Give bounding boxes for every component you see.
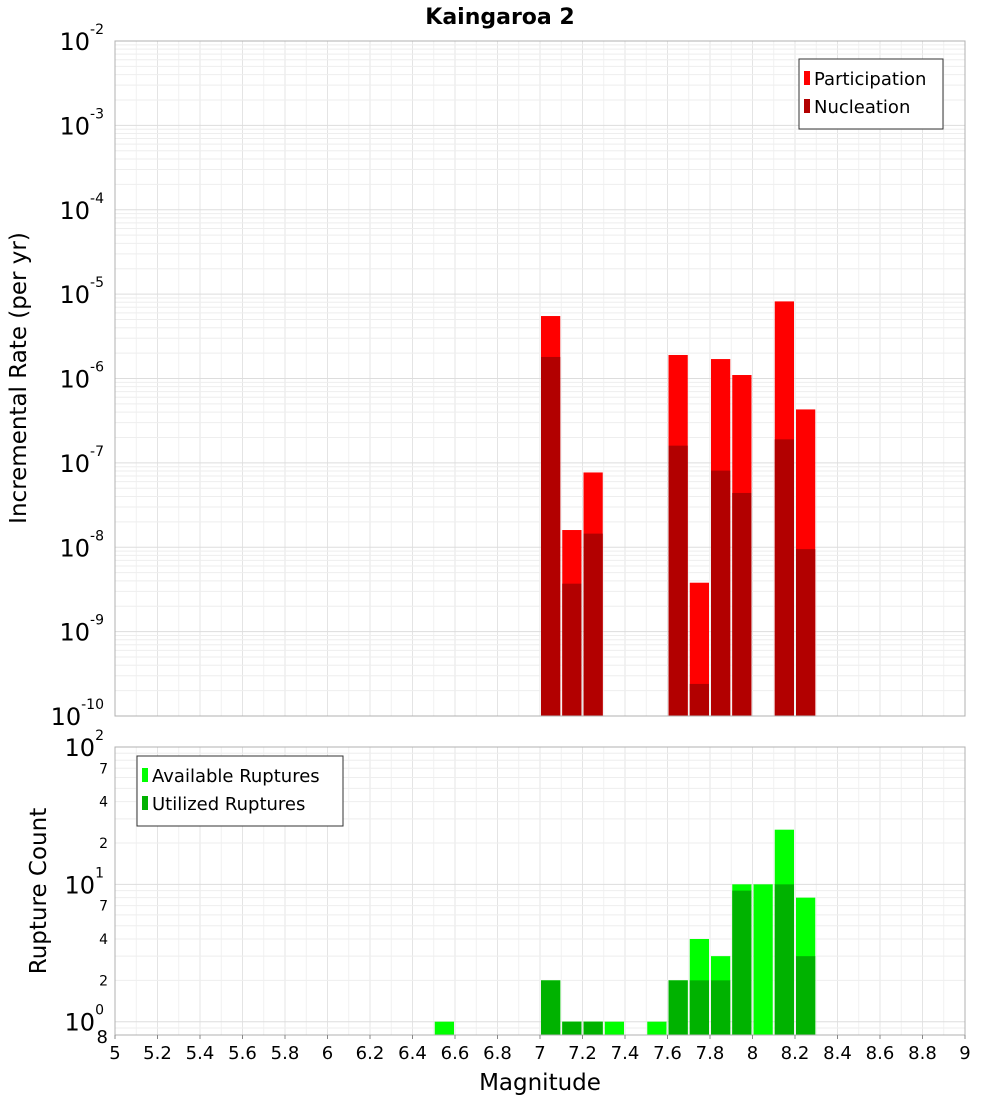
rate-bar-nucleation — [711, 470, 731, 716]
rate-legend: Participation Nucleation — [798, 58, 944, 130]
count-y-minor-label: 2 — [99, 973, 108, 989]
count-legend-swatch — [142, 768, 148, 782]
x-tick-label: 9 — [959, 1043, 970, 1064]
count-legend-box — [136, 755, 344, 827]
x-tick-label: 8 — [747, 1043, 758, 1064]
rate-y-tick-labels: 10-10 10-9 10-8 10-7 10-6 10-5 10-4 10-3 10-2 — [51, 22, 105, 731]
count-bar-utilized-ruptures — [711, 980, 731, 1035]
count-y-minor-label: 2 — [99, 836, 108, 852]
count-bar-utilized-ruptures — [562, 1021, 582, 1035]
count-y-axis-label: Rupture Count — [26, 808, 52, 974]
rate-panel: 10-10 10-9 10-8 10-7 10-6 10-5 10-4 10-3 10-2 In… — [6, 22, 966, 731]
count-legend: Available Ruptures Utilized Ruptures — [136, 755, 344, 827]
count-y-tick-label: 100 — [65, 1003, 104, 1037]
x-tick-label: 7.6 — [653, 1043, 682, 1064]
rate-grid — [114, 40, 966, 717]
rate-y-tick-label: 10-6 — [59, 360, 104, 394]
count-bar-utilized-ruptures — [668, 980, 688, 1035]
rate-bar-nucleation — [562, 583, 582, 716]
rate-y-tick-label: 10-5 — [59, 275, 104, 309]
x-tick-label: 6 — [322, 1043, 333, 1064]
x-tick-label: 5.4 — [186, 1043, 215, 1064]
rate-bar-nucleation — [668, 445, 688, 716]
x-tick-label: 5.6 — [228, 1043, 257, 1064]
x-tick-label: 6.4 — [398, 1043, 427, 1064]
count-legend-entry: Utilized Ruptures — [152, 794, 305, 815]
rate-y-tick-label: 10-9 — [59, 613, 104, 647]
x-tick-label: 8.2 — [781, 1043, 810, 1064]
count-bars — [434, 829, 816, 1035]
rate-bar-nucleation — [689, 683, 709, 716]
rate-bar-nucleation — [774, 439, 794, 716]
rate-y-tick-label: 10-10 — [51, 697, 104, 731]
rate-y-tick-label: 10-3 — [59, 106, 104, 140]
count-legend-entry: Available Ruptures — [152, 766, 320, 787]
rate-y-tick-label: 10-7 — [59, 444, 104, 478]
rate-y-axis-label: Incremental Rate (per yr) — [6, 232, 32, 524]
count-y-minor-label: 8 — [97, 1027, 108, 1048]
count-bar-utilized-ruptures — [689, 980, 709, 1035]
rate-bar-nucleation — [541, 356, 561, 716]
rate-bar-nucleation — [583, 533, 603, 716]
rate-legend-entry: Participation — [814, 69, 926, 90]
rate-plot-border — [114, 40, 966, 717]
rate-y-tick-label: 10-8 — [59, 528, 104, 562]
rate-legend-swatch — [804, 71, 810, 85]
x-tick-labels: 5 5.2 5.4 5.6 5.8 6 6.2 6.4 6.6 6.8 7 7.2 7.4 7.6 7.8 8… — [109, 1035, 971, 1064]
rate-y-tick-label: 10-2 — [59, 22, 104, 56]
rate-bar-participation — [689, 582, 709, 716]
x-tick-label: 8.8 — [908, 1043, 937, 1064]
count-y-tick-label: 102 — [65, 728, 104, 762]
count-y-minor-label: 4 — [99, 795, 108, 811]
count-y-minor-label: 7 — [99, 899, 108, 915]
x-axis-label: Magnitude — [479, 1070, 601, 1096]
x-tick-label: 6.8 — [483, 1043, 512, 1064]
count-bar-available-ruptures — [647, 1021, 667, 1035]
count-y-minor-label: 4 — [99, 932, 108, 948]
x-tick-label: 8.6 — [866, 1043, 895, 1064]
count-bar-utilized-ruptures — [583, 1021, 603, 1035]
x-tick-label: 6.2 — [356, 1043, 385, 1064]
rate-y-tick-label: 10-4 — [59, 191, 104, 225]
count-y-tick-label: 101 — [65, 865, 104, 899]
count-bar-available-ruptures — [604, 1021, 624, 1035]
x-tick-label: 5 — [109, 1043, 120, 1064]
count-bar-utilized-ruptures — [732, 890, 752, 1035]
rate-legend-entry: Nucleation — [814, 97, 910, 118]
x-tick-label: 8.4 — [823, 1043, 852, 1064]
rate-bar-nucleation — [732, 492, 752, 716]
x-tick-label: 5.2 — [143, 1043, 172, 1064]
rate-legend-box — [798, 58, 944, 130]
x-tick-label: 7.8 — [696, 1043, 725, 1064]
count-legend-swatch — [142, 796, 148, 810]
rate-legend-swatch — [804, 99, 810, 113]
x-tick-label: 7.4 — [611, 1043, 640, 1064]
x-tick-label: 7.2 — [568, 1043, 597, 1064]
rate-bars — [541, 301, 816, 716]
count-y-minor-label: 7 — [99, 761, 108, 777]
x-tick-label: 7 — [534, 1043, 545, 1064]
count-bar-available-ruptures — [753, 884, 773, 1035]
x-tick-label: 5.8 — [271, 1043, 300, 1064]
count-bar-utilized-ruptures — [541, 980, 561, 1035]
x-tick-label: 6.6 — [441, 1043, 470, 1064]
rate-bar-nucleation — [796, 549, 816, 716]
count-bar-utilized-ruptures — [774, 884, 794, 1035]
chart-title: Kaingaroa 2 — [425, 5, 574, 30]
count-y-tick-labels: 100 101 102 8 2 4 7 2 4 7 — [65, 728, 109, 1048]
count-panel: 100 101 102 8 2 4 7 2 4 7 Rupture Count Available… — [26, 728, 971, 1096]
count-bar-available-ruptures — [434, 1021, 454, 1035]
count-bar-utilized-ruptures — [796, 956, 816, 1035]
